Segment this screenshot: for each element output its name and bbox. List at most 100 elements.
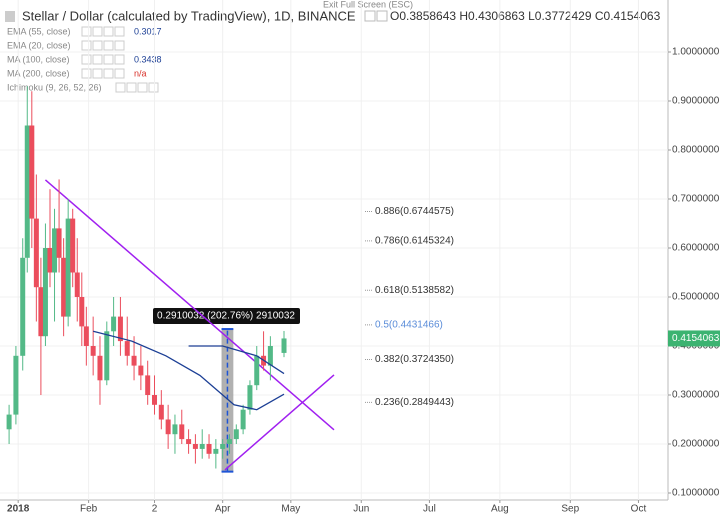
fib-label: 0.886(0.6744575)	[375, 206, 454, 217]
candle-body	[240, 409, 246, 430]
indicator-value: n/a	[134, 68, 147, 78]
candle-body	[138, 365, 144, 376]
indicator-name: MA (100, close)	[7, 54, 70, 64]
indicator-button[interactable]	[81, 40, 92, 51]
measure-label-box	[153, 308, 300, 324]
candle-body	[20, 257, 26, 356]
indicator-name: EMA (20, close)	[7, 40, 71, 50]
exit-fullscreen[interactable]: Exit Full Screen (ESC)	[323, 0, 413, 9]
candle-body	[206, 444, 212, 454]
indicator-name: Ichimoku (9, 26, 52, 26)	[7, 82, 102, 92]
indicator-button[interactable]	[103, 54, 114, 65]
price-tag	[668, 330, 720, 347]
candle-body	[247, 385, 253, 410]
candle-body	[172, 424, 178, 435]
y-tick-label: 0.7000000	[672, 194, 720, 205]
candle-body	[104, 331, 110, 381]
x-tick-label: 2018	[7, 504, 30, 515]
candle-body	[226, 439, 232, 444]
candle-body	[254, 355, 260, 386]
x-tick-label: Jul	[423, 504, 436, 515]
y-tick-label: 0.8000000	[672, 145, 720, 156]
moving-average	[92, 330, 285, 411]
ohlc: O0.3858643 H0.4306863 L0.3772429 C0.4154…	[390, 9, 661, 23]
fib-label: 0.236(0.2849443)	[375, 397, 454, 408]
candle-body	[152, 395, 158, 405]
indicator-button[interactable]	[114, 40, 125, 51]
candle-body	[74, 272, 80, 297]
candle-body	[47, 248, 53, 273]
candle-body	[6, 414, 12, 430]
candle-body	[70, 218, 76, 273]
title-buttons[interactable]	[364, 10, 388, 22]
indicator-name: EMA (55, close)	[7, 26, 71, 36]
indicator-button[interactable]	[92, 68, 103, 79]
y-tick-label: 0.5000000	[672, 292, 720, 303]
trendline	[224, 374, 335, 471]
y-tick-label: 1.0000000	[672, 47, 720, 58]
indicator-button[interactable]	[137, 82, 148, 93]
candle-body	[38, 287, 44, 337]
candle-body	[33, 218, 39, 288]
candle-body	[111, 316, 117, 332]
x-tick-label: Jun	[353, 504, 369, 515]
indicator-button[interactable]	[92, 40, 103, 51]
candle-body	[61, 257, 67, 317]
chart-title: Stellar / Dollar (calculated by TradingV…	[22, 8, 356, 23]
indicator-name: MA (200, close)	[7, 68, 70, 78]
plot: 0.10000000.20000000.30000000.40000000.50…	[0, 0, 720, 515]
candle-body	[90, 346, 96, 356]
candle-body	[220, 444, 226, 449]
fib-label: 0.5(0.4431466)	[375, 319, 443, 330]
candle-body	[24, 125, 30, 258]
candle-body	[192, 444, 198, 449]
legend: EMA (55, close) 0.3017 EMA (20, close) MA (…	[7, 26, 162, 93]
x-tick-label: Feb	[80, 504, 98, 515]
x-tick-label: 2	[152, 504, 158, 515]
candle-body	[124, 341, 130, 356]
candle-body	[233, 429, 239, 440]
indicator-button[interactable]	[103, 40, 114, 51]
x-tick-label: Aug	[491, 504, 509, 515]
y-tick-label: 0.2000000	[672, 439, 720, 450]
indicator-button[interactable]	[103, 68, 114, 79]
y-tick-label: 0.3000000	[672, 390, 720, 401]
indicator-button[interactable]	[126, 82, 137, 93]
indicator-button[interactable]	[81, 54, 92, 65]
trendline	[44, 179, 335, 431]
indicator-button[interactable]	[81, 68, 92, 79]
indicator-button[interactable]	[103, 26, 114, 37]
fib-label: 0.618(0.5138582)	[375, 285, 454, 296]
moving-average	[188, 345, 285, 375]
fib-label: 0.382(0.3724350)	[375, 354, 454, 365]
x-tick-label: Oct	[631, 504, 647, 515]
candle-body	[165, 419, 171, 435]
candle-body	[281, 338, 287, 353]
indicator-button[interactable]	[114, 68, 125, 79]
indicator-button[interactable]	[148, 82, 159, 93]
indicator-button[interactable]	[81, 26, 92, 37]
measure-label: 0.2910032 (202.76%) 2910032	[157, 311, 295, 322]
y-tick-label: 0.6000000	[672, 243, 720, 254]
y-tick-label: 0.9000000	[672, 96, 720, 107]
candle-body	[65, 218, 71, 317]
indicator-value: 0.3017	[134, 26, 162, 36]
fib-label: 0.786(0.6145324)	[375, 236, 454, 247]
candle-body	[97, 355, 103, 381]
x-tick-label: Apr	[215, 504, 231, 515]
candle-body	[13, 355, 19, 415]
indicator-button[interactable]	[115, 82, 126, 93]
candle-body	[52, 228, 58, 273]
indicator-button[interactable]	[92, 54, 103, 65]
x-tick-label: Sep	[561, 504, 579, 515]
indicator-button[interactable]	[92, 26, 103, 37]
indicator-button[interactable]	[114, 54, 125, 65]
candle-body	[158, 404, 164, 420]
candle-body	[179, 424, 185, 440]
y-tick-label: 0.1000000	[672, 488, 720, 499]
candle-body	[42, 248, 48, 337]
indicator-button[interactable]	[114, 26, 125, 37]
price-tag-label: 0.4154063	[672, 333, 720, 344]
symbol-icon[interactable]	[5, 11, 15, 22]
